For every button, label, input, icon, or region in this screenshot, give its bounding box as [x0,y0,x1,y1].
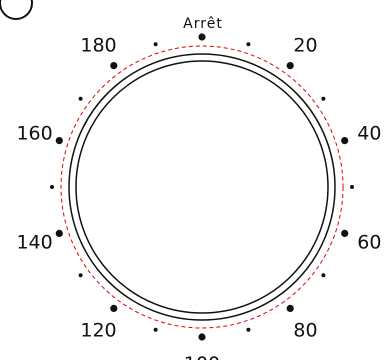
minor-tick-dot [246,327,251,332]
minute-label-60: 60 [357,231,381,253]
minor-tick-dot [321,273,326,278]
major-tick-dot [286,62,294,70]
major-tick-dot [110,62,118,70]
corner-circle-icon [0,0,33,20]
minor-tick-dot [153,327,158,332]
minor-tick-dot [350,185,354,189]
minor-tick-dot [153,42,158,47]
dial-guide-ring [60,45,344,329]
major-tick-dot [341,137,349,145]
minute-label-40: 40 [357,123,381,145]
minor-tick-dot [321,96,326,101]
major-tick-dot [198,333,206,341]
major-tick-dot [55,137,63,145]
minor-tick-dot [78,273,83,278]
minute-label-100: 100 [184,353,220,360]
stop-label: Arrêt [183,16,223,32]
minor-tick-dot [246,42,251,47]
major-tick-dot [55,229,63,237]
minute-label-160: 160 [16,123,52,145]
major-tick-dot [110,304,118,312]
minute-label-80: 80 [293,319,317,341]
minute-label-140: 140 [16,231,52,253]
dial-outer-ring [68,53,336,321]
minute-label-20: 20 [293,35,317,57]
minor-tick-dot [50,185,54,189]
minute-label-120: 120 [80,319,116,341]
major-tick-dot [341,229,349,237]
dial-inner-ring [75,60,329,314]
major-tick-dot [286,304,294,312]
major-tick-dot [198,33,206,41]
minor-tick-dot [78,96,83,101]
minute-label-180: 180 [80,35,116,57]
